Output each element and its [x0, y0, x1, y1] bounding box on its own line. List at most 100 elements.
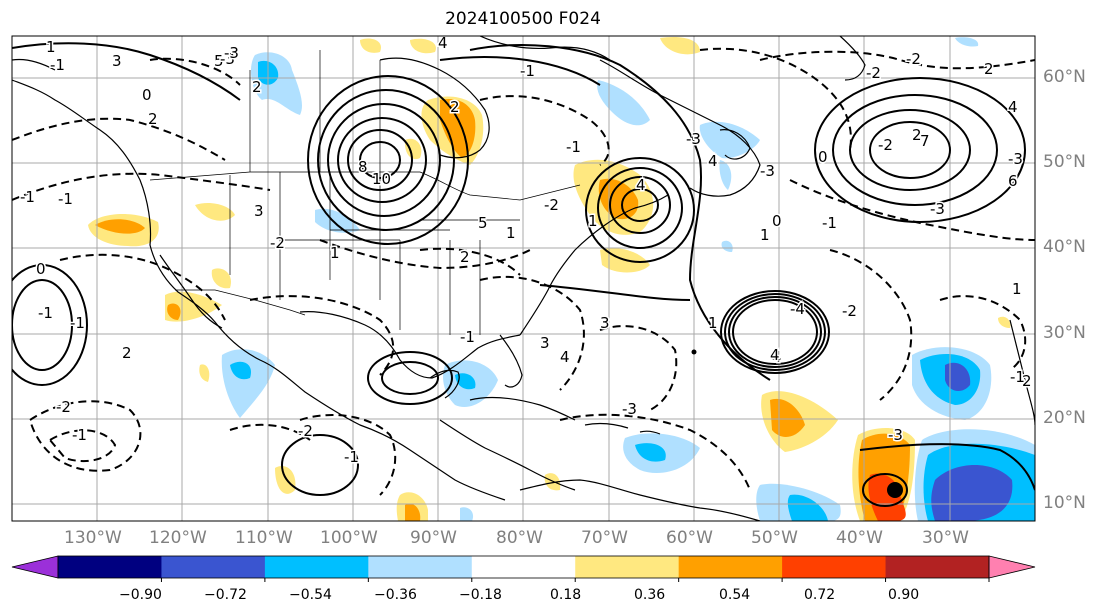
contour-label: -1 [566, 138, 581, 156]
contour-label: 3 [254, 202, 264, 220]
colorbar-tick-label: −0.54 [289, 587, 332, 603]
coastline-east [519, 194, 669, 336]
lon-label-70w: 70°W [581, 528, 628, 548]
coastline-labrador [599, 59, 761, 197]
contour-label: 4 [708, 152, 718, 170]
coastline-africa [1009, 319, 1035, 426]
coastline-west [12, 79, 506, 501]
contour-label: 2 [252, 78, 262, 96]
contour-low-ring [732, 299, 818, 365]
contour-label: -4 [790, 300, 805, 318]
shade-yellow [199, 364, 210, 382]
colorbar [11, 555, 1036, 582]
colorbar-segment [58, 556, 162, 578]
lat-label-20n: 20°N [1043, 408, 1086, 428]
contour-dashed-line [599, 325, 678, 411]
contour-low-ring [359, 141, 401, 179]
contour-label: 6 [1008, 172, 1018, 190]
contour-label: 2 [450, 98, 460, 116]
shade-blue [931, 465, 1013, 521]
contour-label: -1 [520, 62, 535, 80]
colorbar-tick-label: −0.72 [204, 587, 247, 603]
contour-label: 1 [46, 38, 56, 56]
contour-low-ring [337, 117, 427, 203]
contour-line [469, 44, 771, 381]
contour-dashed-line [559, 413, 751, 491]
colorbar-segment [471, 556, 576, 578]
contour-label: -2 [842, 302, 857, 320]
low-center-dot [691, 349, 697, 355]
contour-label: -1 [20, 188, 35, 206]
lon-label-110w: 110°W [235, 528, 293, 548]
contour-dashed-line [319, 239, 531, 270]
contour-label: -3 [622, 400, 637, 418]
lon-label-120w: 120°W [149, 528, 207, 548]
colorbar-segment [368, 556, 473, 578]
border-canada-provinces [249, 50, 381, 172]
contour-label: 1 [330, 244, 340, 262]
contour-low-ring [728, 296, 822, 368]
colorbar-segment [782, 556, 887, 578]
contour-label: -3 [1008, 150, 1023, 168]
contour-dashed-line [229, 423, 311, 441]
contour-label: 4 [636, 176, 646, 194]
contour-line [859, 443, 1035, 491]
colorbar-tick-label: −0.90 [119, 587, 162, 603]
contour-label: -1 [38, 304, 53, 322]
contour-label: -3 [930, 200, 945, 218]
contour-dashed-line [249, 295, 395, 376]
contour-label: -2 [878, 136, 893, 154]
coastline-gulf [299, 311, 521, 379]
contour-pacific-ring [12, 264, 88, 386]
contour-label: 2 [984, 60, 994, 78]
contour-label: 1 [1012, 280, 1022, 298]
contour-label: 0 [818, 148, 828, 166]
contour-label: 4 [770, 346, 780, 364]
coastline-cuba [469, 396, 576, 421]
shade-cyan [455, 373, 476, 390]
coastline-hispaniola [584, 422, 629, 429]
contour-label: -2 [866, 64, 881, 82]
contour-label: -1 [58, 190, 73, 208]
contour-label: 10 [372, 170, 391, 188]
contour-dashed-line [28, 400, 142, 472]
colorbar-extension-high [988, 555, 1036, 579]
colorbar-tick-label: −0.18 [459, 587, 502, 603]
contour-line [439, 56, 601, 86]
contour-label: 0 [36, 260, 46, 278]
contour-low-ring [720, 290, 830, 374]
shade-cyan [230, 361, 251, 380]
shade-light-blue [721, 240, 733, 252]
contour-label: -1 [70, 314, 85, 332]
colorbar-frame [57, 555, 990, 579]
shade-yellow [195, 203, 235, 221]
contour-label: 3 [540, 334, 550, 352]
lat-label-40n: 40°N [1043, 237, 1086, 257]
contour-label: 4 [772, 348, 782, 366]
coastline-central-am [439, 419, 576, 491]
contour-dashed-line [299, 414, 397, 496]
coastline-alaska [12, 58, 56, 71]
contour-label: -1 [1010, 368, 1025, 386]
contour-pacific-ring [12, 279, 73, 371]
contour-label: -1 [344, 448, 359, 466]
contour-label: -3 [760, 162, 775, 180]
coastline-hudson [379, 57, 490, 159]
contour-label: -3 [224, 44, 239, 62]
contour-label: -2 [270, 234, 285, 252]
contour-high-ring [849, 109, 971, 191]
contour-low-ring [327, 103, 441, 217]
contour-label: 2 [912, 126, 922, 144]
contour-low-ring [347, 129, 413, 191]
coastline-pr [639, 430, 661, 435]
coastline-florida [499, 334, 523, 388]
shade-cyan [635, 443, 666, 462]
contour-dashed-line [12, 117, 226, 161]
colorbar-tick-label: 0.90 [888, 587, 920, 603]
colorbar-tick-label: 0.72 [804, 587, 836, 603]
contour-label: -3 [888, 426, 903, 444]
contour-label: 1 [708, 314, 718, 332]
contour-low-ring [597, 167, 683, 249]
